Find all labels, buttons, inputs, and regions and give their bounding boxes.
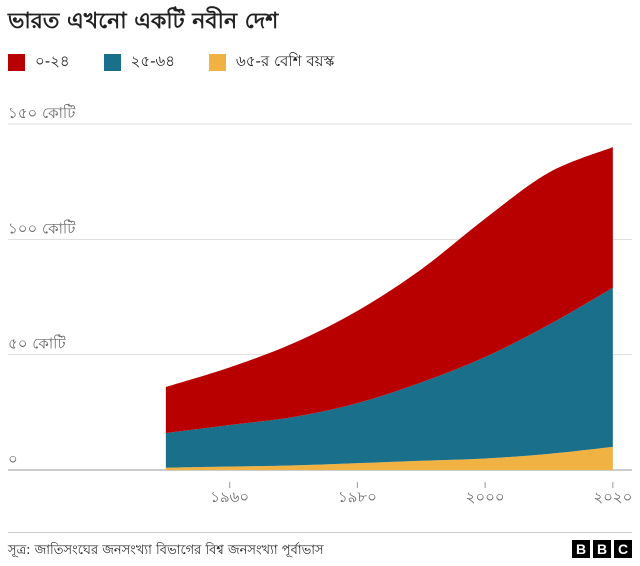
logo-letter-c: C (614, 540, 632, 558)
chart-legend: ০-২৪ ২৫-৬৪ ৬৫-র বেশি বয়স্ক (8, 50, 334, 75)
logo-letter-b2: B (593, 540, 611, 558)
legend-label-25-64: ২৫-৬৪ (130, 52, 176, 70)
legend-swatch-25-64 (103, 54, 121, 71)
area-series-0 (165, 446, 613, 470)
y-tick-label-2: ১০০ কোটি (8, 219, 76, 237)
legend-item-0-24: ০-২৪ (8, 50, 70, 75)
stacked-area-chart: ০ ৫০ কোটি ১০০ কোটি ১৫০ কোটি ১৯৬০ ১৯৮০ ২০০০ ২০২০ (8, 104, 632, 506)
legend-label-65-plus: ৬৫-র বেশি বয়স্ক (236, 52, 335, 70)
legend-swatch-0-24 (8, 54, 25, 71)
area-series-2 (165, 147, 613, 434)
logo-letter-b1: B (572, 540, 590, 558)
legend-item-25-64: ২৫-৬৪ (103, 50, 176, 75)
legend-item-65-plus: ৬৫-র বেশি বয়স্ক (209, 50, 334, 75)
x-tick-label-1: ১৯৮০ (338, 488, 377, 506)
legend-swatch-65-plus (209, 54, 227, 71)
area-series-1 (165, 287, 613, 468)
x-tick-label-0: ১৯৬০ (210, 488, 249, 506)
y-tick-label-3: ১৫০ কোটি (8, 104, 76, 122)
x-tick-label-3: ২০২০ (593, 488, 632, 506)
chart-title: ভারত এখনো একটি নবীন দেশ (8, 9, 279, 34)
x-tick-label-2: ২০০০ (466, 488, 505, 506)
legend-label-0-24: ০-২৪ (35, 52, 70, 70)
source-note: সূত্র: জাতিসংঘের জনসংখ্যা বিভাগের বিশ্ব … (8, 543, 324, 558)
footer-divider (8, 532, 632, 533)
bbc-logo: B B C (572, 540, 632, 558)
y-tick-label-0: ০ (8, 450, 18, 468)
y-tick-label-1: ৫০ কোটি (8, 335, 66, 353)
